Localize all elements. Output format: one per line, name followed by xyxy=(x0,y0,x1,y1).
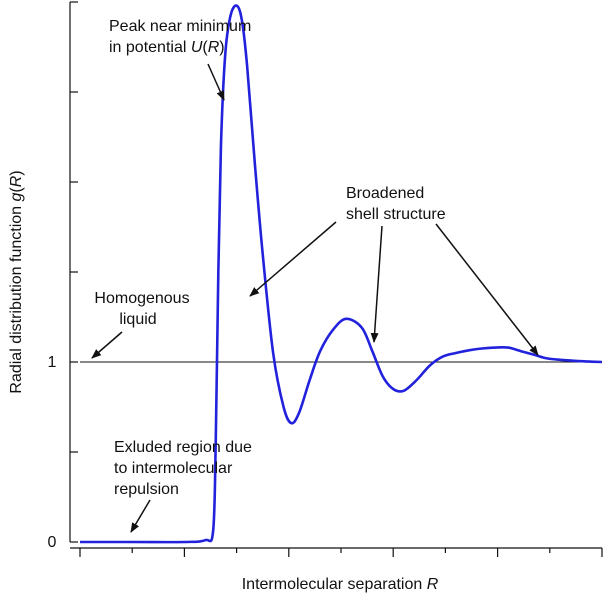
annotation-peak-text: in potential xyxy=(109,39,186,56)
annotation-excluded: Exluded region due to intermolecular rep… xyxy=(114,439,252,533)
annotation-excluded-line2: to intermolecular xyxy=(114,460,233,477)
annotation-shell-arrow-1 xyxy=(249,221,337,297)
annotation-peak-line2: in potential U(R) xyxy=(109,39,225,56)
annotation-homogenous-arrow xyxy=(91,331,123,359)
y-ticks xyxy=(70,1,78,543)
annotation-peak-var: R xyxy=(208,39,220,56)
y-axis-label: Radial distribution function g(R) xyxy=(8,170,25,393)
y-tick-label-0: 0 xyxy=(48,534,57,551)
y-axis-label-var: R xyxy=(8,175,25,187)
annotation-peak-line1: Peak near minimum xyxy=(109,18,251,35)
annotation-peak-fn: U xyxy=(191,39,203,56)
y-tick-label-1: 1 xyxy=(48,354,57,371)
annotation-shell: Broadened shell structure xyxy=(249,185,539,356)
x-ticks xyxy=(79,548,603,557)
annotation-excluded-line1: Exluded region due xyxy=(114,439,252,456)
y-axis-label-fn: g xyxy=(8,193,25,202)
series-line-g xyxy=(79,4,603,544)
x-axis-label-var: R xyxy=(427,576,439,593)
annotation-homogenous-line1: Homogenous xyxy=(94,290,189,307)
y-axis-label-text: Radial distribution function xyxy=(8,202,25,394)
annotation-shell-arrow-2 xyxy=(370,225,383,343)
annotation-shell-line2: shell structure xyxy=(346,206,446,223)
annotation-excluded-arrow xyxy=(130,499,151,533)
annotation-excluded-line3: repulsion xyxy=(114,481,179,498)
annotation-shell-arrow-3 xyxy=(435,223,539,356)
annotation-homogenous-line2: liquid xyxy=(119,311,156,328)
annotation-homogenous: Homogenous liquid xyxy=(91,290,190,359)
annotation-peak-arrow xyxy=(207,63,225,101)
x-axis-label-text: Intermolecular separation xyxy=(242,576,423,593)
annotation-peak: Peak near minimum in potential U(R) xyxy=(109,18,251,101)
annotation-shell-line1: Broadened xyxy=(346,185,424,202)
x-axis-label: Intermolecular separation R xyxy=(242,576,439,593)
